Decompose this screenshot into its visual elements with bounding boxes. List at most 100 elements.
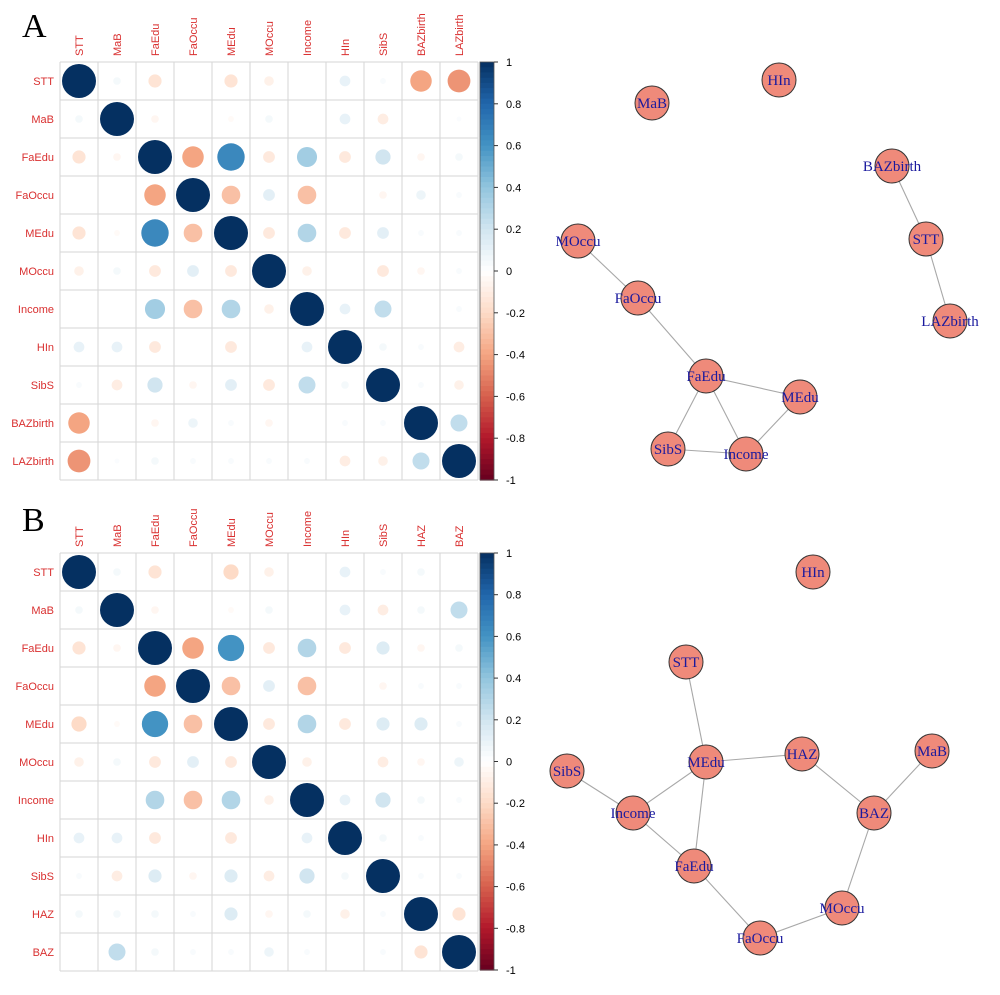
colorbar-segment — [480, 391, 494, 397]
corr-circle-HIn-STT — [73, 832, 85, 844]
corr-circle-FaOccu-Income — [297, 676, 317, 696]
corr-circle-FaEdu-HAZ — [417, 644, 425, 652]
corr-circle-LAZbirth-Income — [304, 458, 310, 464]
colorbar-segment — [480, 881, 494, 888]
colorbar-segment — [480, 829, 494, 836]
corr-circle-MaB-SibS — [377, 113, 389, 125]
corr-circle-HIn-MEdu — [225, 341, 237, 353]
network-node-MEdu — [688, 744, 724, 780]
corr-circle-MaB-FaEdu — [151, 606, 159, 614]
colorbar-segment — [480, 615, 494, 622]
colorbar-segment — [480, 286, 494, 293]
colorbar-segment — [480, 443, 494, 450]
colorbar-segment — [480, 401, 494, 408]
corr-circle-MEdu-FaOccu — [183, 223, 203, 243]
corr-circle-MaB-HIn — [339, 113, 351, 125]
row-label: SibS — [31, 380, 54, 392]
colorbar-segment — [480, 412, 494, 418]
corr-circle-MOccu-FaOccu — [187, 265, 199, 277]
row-label: HAZ — [32, 909, 54, 921]
colorbar-segment — [480, 203, 494, 209]
corr-circle-BAZbirth-HIn — [342, 420, 348, 426]
network-node-MOccu — [560, 223, 596, 259]
corr-circle-FaEdu-MOccu — [263, 151, 275, 163]
colorbar-segment — [480, 140, 494, 147]
network-node-SibS — [549, 753, 585, 789]
colorbar-segment — [480, 406, 494, 413]
colorbar-segment — [480, 370, 494, 377]
corr-circle-HIn-HAZ — [418, 835, 424, 841]
colorbar-segment — [480, 553, 494, 559]
column-label: BAZbirth — [416, 13, 428, 56]
corr-circle-SibS-MOccu — [263, 870, 275, 882]
corr-circle-STT-MOccu — [264, 76, 274, 86]
corr-circle-SibS-HIn — [341, 381, 349, 389]
corr-circle-FaEdu-SibS — [375, 149, 391, 165]
colorbar-segment — [480, 912, 494, 919]
corr-circle-MOccu-MaB — [113, 267, 121, 275]
network-node-label-MOccu: MOccu — [820, 901, 865, 917]
colorbar-segment — [480, 855, 494, 862]
colorbar-segment — [480, 730, 494, 737]
network-node-FaOccu — [620, 280, 656, 316]
colorbar-tick-label: -0.2 — [506, 798, 525, 810]
network-node-label-FaOccu: FaOccu — [737, 931, 784, 947]
panel-label-a: A — [22, 8, 47, 45]
colorbar-segment — [480, 98, 494, 105]
corr-circle-MaB-BAZ — [450, 601, 468, 619]
colorbar-segment — [480, 474, 494, 481]
corr-circle-MEdu-HIn — [339, 718, 351, 730]
corr-circle-HIn-SibS — [379, 834, 387, 842]
corr-circle-Income-LAZbirth — [456, 306, 462, 312]
colorbar-segment — [480, 396, 494, 403]
corr-circle-FaOccu-LAZbirth — [456, 192, 462, 198]
colorbar-segment — [480, 187, 494, 194]
colorbar-segment — [480, 907, 494, 914]
corr-circle-STT-MaB — [113, 77, 121, 85]
colorbar-segment — [480, 610, 494, 617]
colorbar-segment — [480, 558, 494, 565]
colorbar-segment — [480, 223, 494, 230]
colorbar-tick-label: 0 — [506, 757, 512, 769]
corr-circle-MOccu-MEdu — [225, 265, 237, 277]
corr-circle-STT-MOccu — [264, 567, 274, 577]
corr-circle-MEdu-MOccu — [263, 718, 275, 730]
corr-circle-MEdu-FaOccu — [183, 714, 203, 734]
colorbar-segment — [480, 182, 494, 188]
colorbar-segment — [480, 646, 494, 653]
corr-circle-STT-MEdu — [224, 74, 238, 88]
corr-circle-HAZ-HIn — [340, 909, 350, 919]
corr-circle-FaOccu-FaOccu — [176, 669, 210, 703]
corr-circle-Income-MOccu — [264, 795, 274, 805]
colorbar-segment — [480, 636, 494, 643]
corr-circle-MaB-STT — [75, 115, 83, 123]
corr-circle-FaOccu-HAZ — [418, 683, 424, 689]
row-label: STT — [33, 76, 54, 88]
colorbar-segment — [480, 563, 494, 570]
colorbar-segment — [480, 302, 494, 309]
corr-circle-BAZ-Income — [304, 949, 310, 955]
colorbar-segment — [480, 375, 494, 382]
column-label: STT — [74, 526, 86, 547]
colorbar-segment — [480, 291, 494, 298]
colorbar-segment — [480, 312, 494, 319]
corr-circle-FaEdu-STT — [72, 150, 86, 164]
corr-circle-BAZbirth-LAZbirth — [450, 414, 468, 432]
network-node-label-Income: Income — [611, 806, 656, 822]
corr-circle-FaEdu-FaOccu — [182, 146, 204, 168]
colorbar-segment — [480, 124, 494, 131]
network-node-LAZbirth — [932, 303, 968, 339]
corr-circle-MEdu-MEdu — [214, 707, 248, 741]
corr-circle-Income-MEdu — [221, 299, 241, 319]
colorbar-segment — [480, 964, 494, 971]
corr-circle-HAZ-FaOccu — [190, 911, 196, 917]
colorbar-segment — [480, 782, 494, 789]
column-label: MaB — [112, 33, 124, 56]
corr-circle-BAZ-MaB — [108, 943, 126, 961]
corr-circle-HAZ-HAZ — [404, 897, 438, 931]
corr-circle-LAZbirth-FaOccu — [190, 458, 196, 464]
colorbar-tick-label: -0.6 — [506, 391, 525, 403]
colorbar-segment — [480, 704, 494, 710]
corr-circle-FaEdu-BAZ — [455, 644, 463, 652]
colorbar-segment — [480, 234, 494, 241]
